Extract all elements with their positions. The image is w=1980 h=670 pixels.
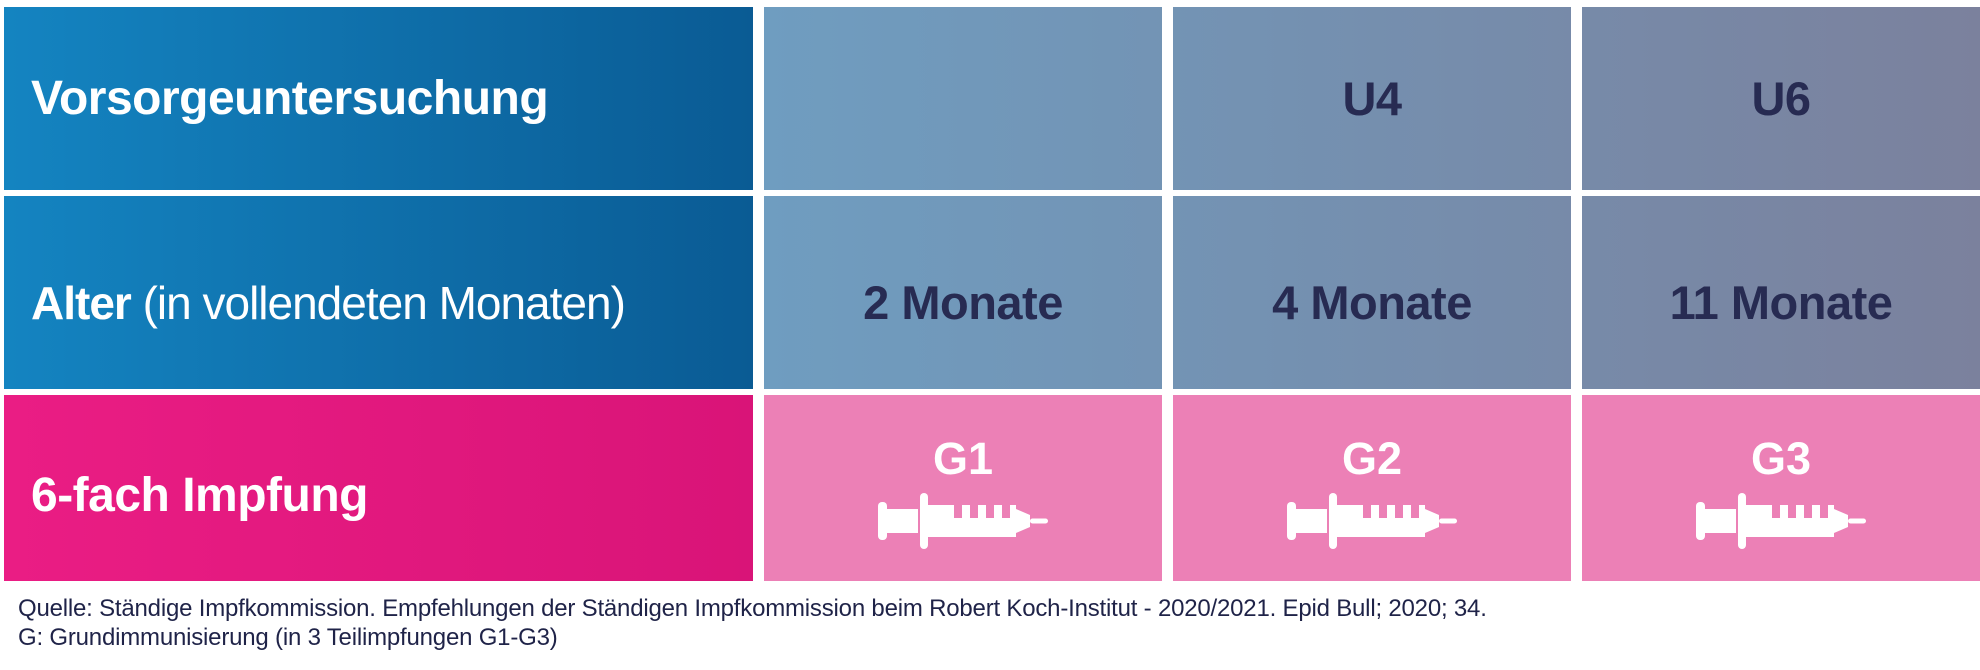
table-cell-empty bbox=[764, 7, 1162, 190]
cell-value: G3 bbox=[1750, 433, 1812, 484]
row-header-label: Vorsorgeuntersuchung bbox=[31, 72, 549, 125]
table-cell-2-monate: 2 Monate bbox=[764, 196, 1162, 389]
source-line: Quelle: Ständige Impfkommission. Empfehl… bbox=[18, 595, 1487, 622]
data-strip-row1: U4 U6 bbox=[764, 7, 1980, 190]
cell-value: G1 bbox=[932, 433, 994, 484]
table-row-impfung: 6-fach Impfung G1 bbox=[4, 395, 1980, 581]
source-note: Quelle: Ständige Impfkommission. Empfehl… bbox=[18, 594, 1980, 652]
table-cell-u6: U6 bbox=[1571, 7, 1980, 190]
cell-value: 11 Monate bbox=[1669, 276, 1893, 329]
table-cell-4-monate: 4 Monate bbox=[1162, 196, 1571, 389]
cell-value: G2 bbox=[1341, 433, 1403, 484]
table-cell-u4: U4 bbox=[1162, 7, 1571, 190]
table-row-alter: Alter (in vollendeten Monaten) 2 Monate … bbox=[4, 196, 1980, 389]
legend-line: G: Grundimmunisierung (in 3 Teilimpfunge… bbox=[18, 624, 558, 651]
table-cell-g1: G1 bbox=[764, 395, 1162, 581]
row-header-vorsorgeuntersuchung: Vorsorgeuntersuchung bbox=[4, 7, 753, 190]
syringe-icon bbox=[878, 493, 1048, 549]
column-divider bbox=[753, 196, 764, 389]
row-header-label-bold: Alter bbox=[31, 276, 132, 329]
syringe-icon bbox=[1696, 493, 1866, 549]
row-header-label: 6-fach Impfung bbox=[31, 468, 369, 522]
syringe-icon bbox=[1287, 493, 1457, 549]
data-strip-row3: G1 G2 bbox=[764, 395, 1980, 581]
cell-value: 2 Monate bbox=[863, 276, 1063, 329]
column-divider bbox=[753, 7, 764, 190]
table-cell-g2: G2 bbox=[1162, 395, 1571, 581]
row-header-label-rest: (in vollendeten Monaten) bbox=[130, 276, 626, 329]
cell-value: 4 Monate bbox=[1272, 276, 1472, 329]
table-cell-11-monate: 11 Monate bbox=[1571, 196, 1980, 389]
row-header-impfung: 6-fach Impfung bbox=[4, 395, 753, 581]
cell-value: U4 bbox=[1342, 72, 1402, 125]
data-strip-row2: 2 Monate 4 Monate 11 Monate bbox=[764, 196, 1980, 389]
table-row-vorsorgeuntersuchung: Vorsorgeuntersuchung U4 U6 bbox=[4, 7, 1980, 190]
table-cell-g3: G3 bbox=[1571, 395, 1980, 581]
cell-value: U6 bbox=[1751, 72, 1811, 125]
vaccination-schedule-table: Vorsorgeuntersuchung U4 U6 Alter (in vol… bbox=[4, 7, 1980, 581]
column-divider bbox=[753, 395, 764, 581]
row-header-alter: Alter (in vollendeten Monaten) bbox=[4, 196, 753, 389]
